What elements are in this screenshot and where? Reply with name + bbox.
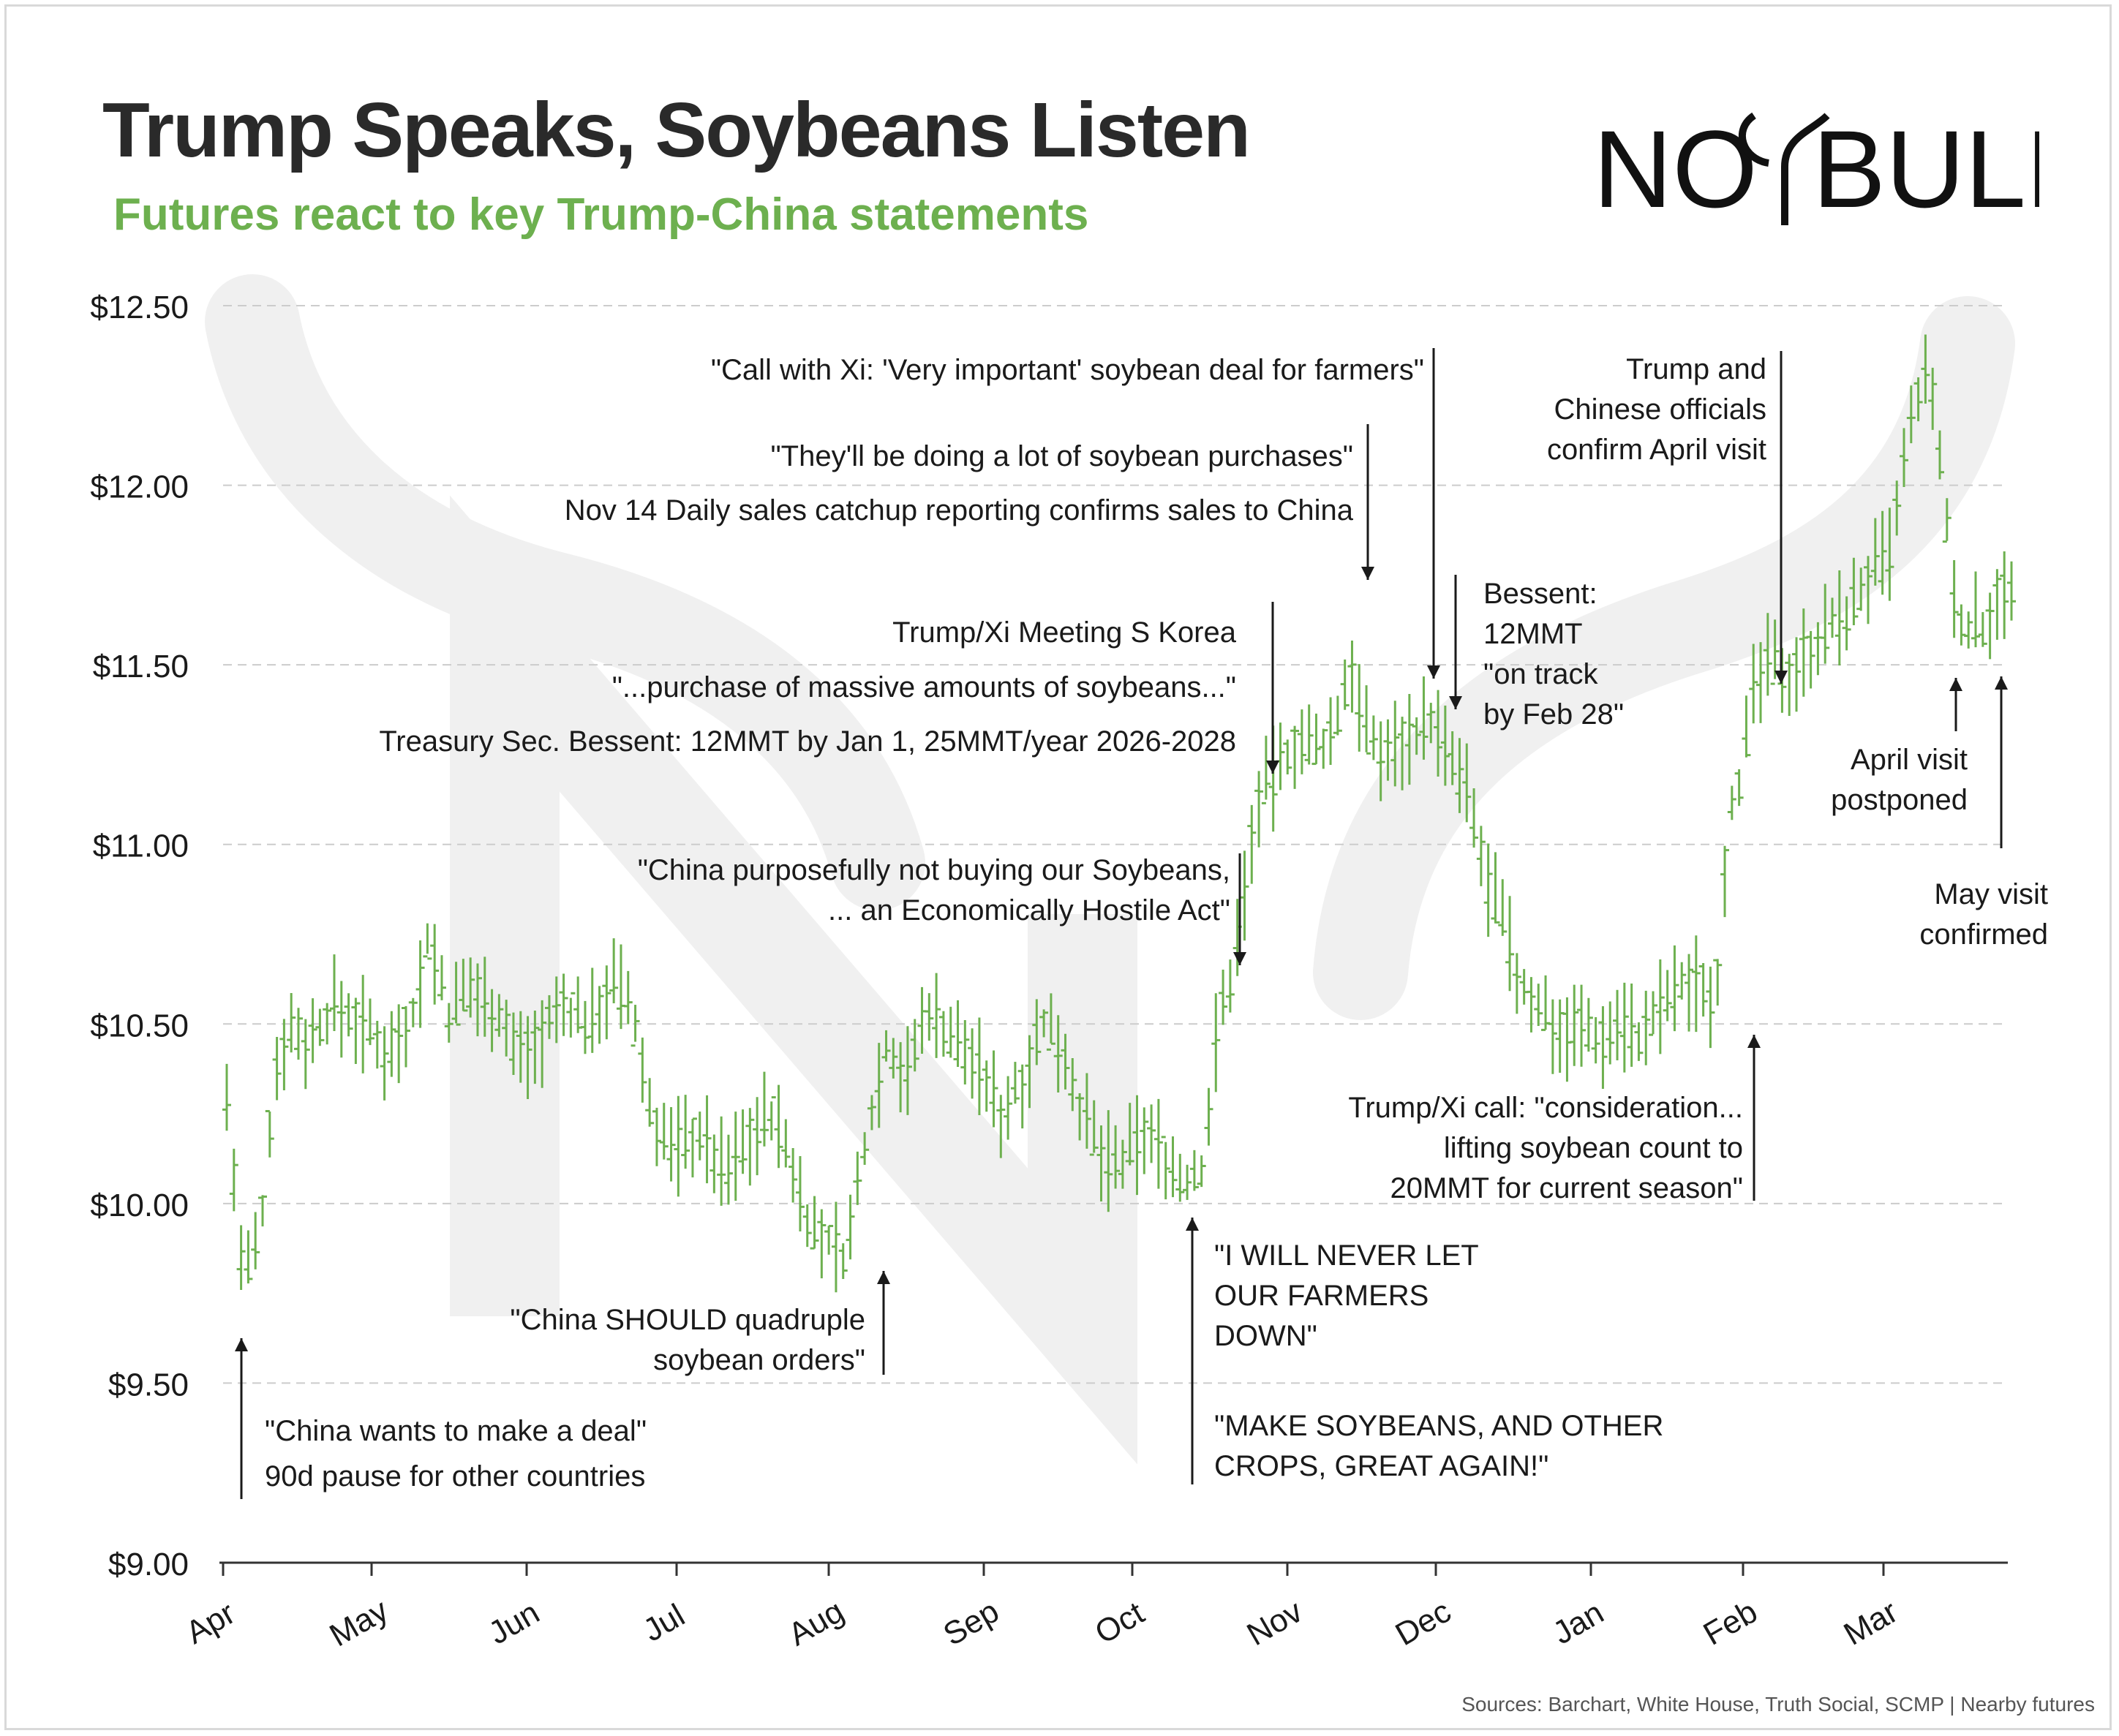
y-tick-label: $12.50: [90, 290, 189, 325]
no-bull-logo: NO BULL: [1593, 107, 2039, 230]
annotation: "Call with Xi: 'Very important' soybean …: [711, 348, 1440, 679]
price-bars: [222, 334, 2016, 1293]
annotation: "MAKE SOYBEANS, AND OTHER CROPS, GREAT AG…: [1214, 1410, 1663, 1482]
arrowhead-icon: [1774, 671, 1788, 684]
y-tick-label: $12.00: [90, 469, 189, 505]
annotation-text: "on track: [1483, 658, 1598, 690]
annotation-text: Chinese officials: [1554, 393, 1766, 426]
annotation-text: "China SHOULD quadruple: [510, 1304, 865, 1336]
annotation-text: lifting soybean count to: [1444, 1132, 1743, 1164]
annotation-text: OUR FARMERS: [1214, 1280, 1429, 1312]
annotation-text: confirm April visit: [1547, 434, 1766, 466]
annotation: May visit confirmed: [1919, 676, 2048, 951]
annotation: Nov 14 Daily sales catchup reporting con…: [565, 494, 1354, 527]
annotation-text: ... an Economically Hostile Act": [828, 894, 1230, 927]
annotation-text: postponed: [1831, 784, 1968, 816]
annotation-text: Trump/Xi call: "consideration...: [1348, 1092, 1743, 1124]
annotation: "I WILL NEVER LET OUR FARMERS DOWN": [1186, 1218, 1479, 1484]
y-tick-label: $10.00: [90, 1188, 189, 1223]
x-tick-label: Jan: [1547, 1594, 1610, 1651]
y-tick-label: $9.50: [108, 1367, 189, 1403]
annotation-text: CROPS, GREAT AGAIN!": [1214, 1450, 1548, 1482]
x-tick-label: Aug: [783, 1593, 850, 1653]
annotation-text: 20MMT for current season": [1390, 1172, 1743, 1204]
annotation-text: "China wants to make a deal": [265, 1415, 647, 1447]
annotation-text: 90d pause for other countries: [265, 1460, 645, 1492]
annotation: Bessent: 12MMT "on track by Feb 28": [1449, 575, 1624, 731]
x-tick-label: May: [324, 1592, 394, 1653]
svg-text:BULL: BULL: [1813, 107, 2039, 230]
x-tick-label: Oct: [1089, 1595, 1151, 1651]
annotation-text: "They'll be doing a lot of soybean purch…: [770, 440, 1353, 472]
bull-watermark: [205, 274, 2015, 1465]
chart-title: Trump Speaks, Soybeans Listen: [102, 87, 1251, 173]
arrowhead-icon: [1233, 952, 1246, 965]
annotation: Treasury Sec. Bessent: 12MMT by Jan 1, 2…: [379, 725, 1236, 758]
x-tick-label: Dec: [1390, 1593, 1457, 1653]
arrowhead-icon: [1949, 678, 1962, 691]
annotation-text: DOWN": [1214, 1320, 1317, 1352]
x-tick-label: Sep: [938, 1593, 1005, 1653]
arrowhead-icon: [1186, 1218, 1199, 1231]
annotation: Trump/Xi call: "consideration... lifting …: [1348, 1035, 1761, 1204]
annotation: "China wants to make a deal" 90d pause fo…: [235, 1338, 647, 1499]
annotation: "China SHOULD quadruple soybean orders": [510, 1271, 890, 1376]
x-tick-label: Apr: [180, 1595, 241, 1651]
annotation-text: Nov 14 Daily sales catchup reporting con…: [565, 494, 1354, 527]
x-tick-label: Feb: [1698, 1593, 1764, 1652]
annotation: Trump/Xi Meeting S Korea: [892, 602, 1279, 774]
annotation-text: Bessent:: [1483, 578, 1597, 610]
annotation-text: soybean orders": [653, 1344, 865, 1376]
annotation: "China purposefully not buying our Soybe…: [638, 853, 1246, 965]
x-tick-label: Jul: [637, 1597, 690, 1649]
y-tick-label: $11.50: [93, 649, 189, 684]
annotation-text: 12MMT: [1483, 618, 1583, 650]
arrowhead-icon: [1266, 761, 1279, 774]
arrowhead-icon: [1995, 676, 2008, 690]
y-tick-label: $10.50: [90, 1008, 189, 1044]
annotation: "They'll be doing a lot of soybean purch…: [770, 424, 1374, 580]
annotation: Trump and Chinese officials confirm April …: [1547, 351, 1788, 684]
arrowhead-icon: [235, 1338, 248, 1351]
annotation-text: Trump/Xi Meeting S Korea: [892, 616, 1237, 649]
annotation-text: "I WILL NEVER LET: [1214, 1239, 1479, 1272]
annotation-text: May visit: [1934, 878, 2048, 910]
annotation-text: April visit: [1851, 744, 1968, 776]
annotation-text: "China purposefully not buying our Soybe…: [638, 854, 1230, 886]
x-tick-label: Jun: [483, 1594, 546, 1651]
annotation-text: "Call with Xi: 'Very important' soybean …: [711, 354, 1424, 386]
arrowhead-icon: [1449, 696, 1462, 709]
svg-text:NO: NO: [1593, 107, 1758, 230]
annotation-text: "MAKE SOYBEANS, AND OTHER: [1214, 1410, 1663, 1442]
arrowhead-icon: [877, 1271, 890, 1284]
x-tick-label: Mar: [1838, 1593, 1904, 1652]
annotation-text: by Feb 28": [1483, 698, 1624, 731]
chart-subtitle: Futures react to key Trump-China stateme…: [113, 189, 1089, 240]
y-tick-label: $11.00: [93, 829, 189, 864]
annotations: "China wants to make a deal" 90d pause fo…: [235, 348, 2048, 1499]
watermark-letter-n: [450, 495, 1137, 1465]
arrowhead-icon: [1361, 567, 1374, 580]
annotation-text: "...purchase of massive amounts of soybe…: [612, 671, 1236, 703]
x-tick-label: Nov: [1241, 1593, 1309, 1653]
watermark-horn-left: [205, 274, 925, 910]
annotation-text: Trump and: [1626, 353, 1766, 385]
annotation-text: confirmed: [1919, 918, 2048, 951]
annotation: "...purchase of massive amounts of soybe…: [612, 671, 1236, 703]
chart-frame: [4, 4, 2112, 1730]
annotation: April visit postponed: [1831, 678, 1968, 816]
sources-note: Sources: Barchart, White House, Truth So…: [1461, 1693, 2095, 1716]
watermark-horn-right: [1313, 296, 2015, 1020]
y-tick-label: $9.00: [108, 1547, 189, 1582]
annotation-text: Treasury Sec. Bessent: 12MMT by Jan 1, 2…: [379, 725, 1236, 758]
arrowhead-icon: [1427, 665, 1440, 679]
arrowhead-icon: [1747, 1035, 1761, 1048]
